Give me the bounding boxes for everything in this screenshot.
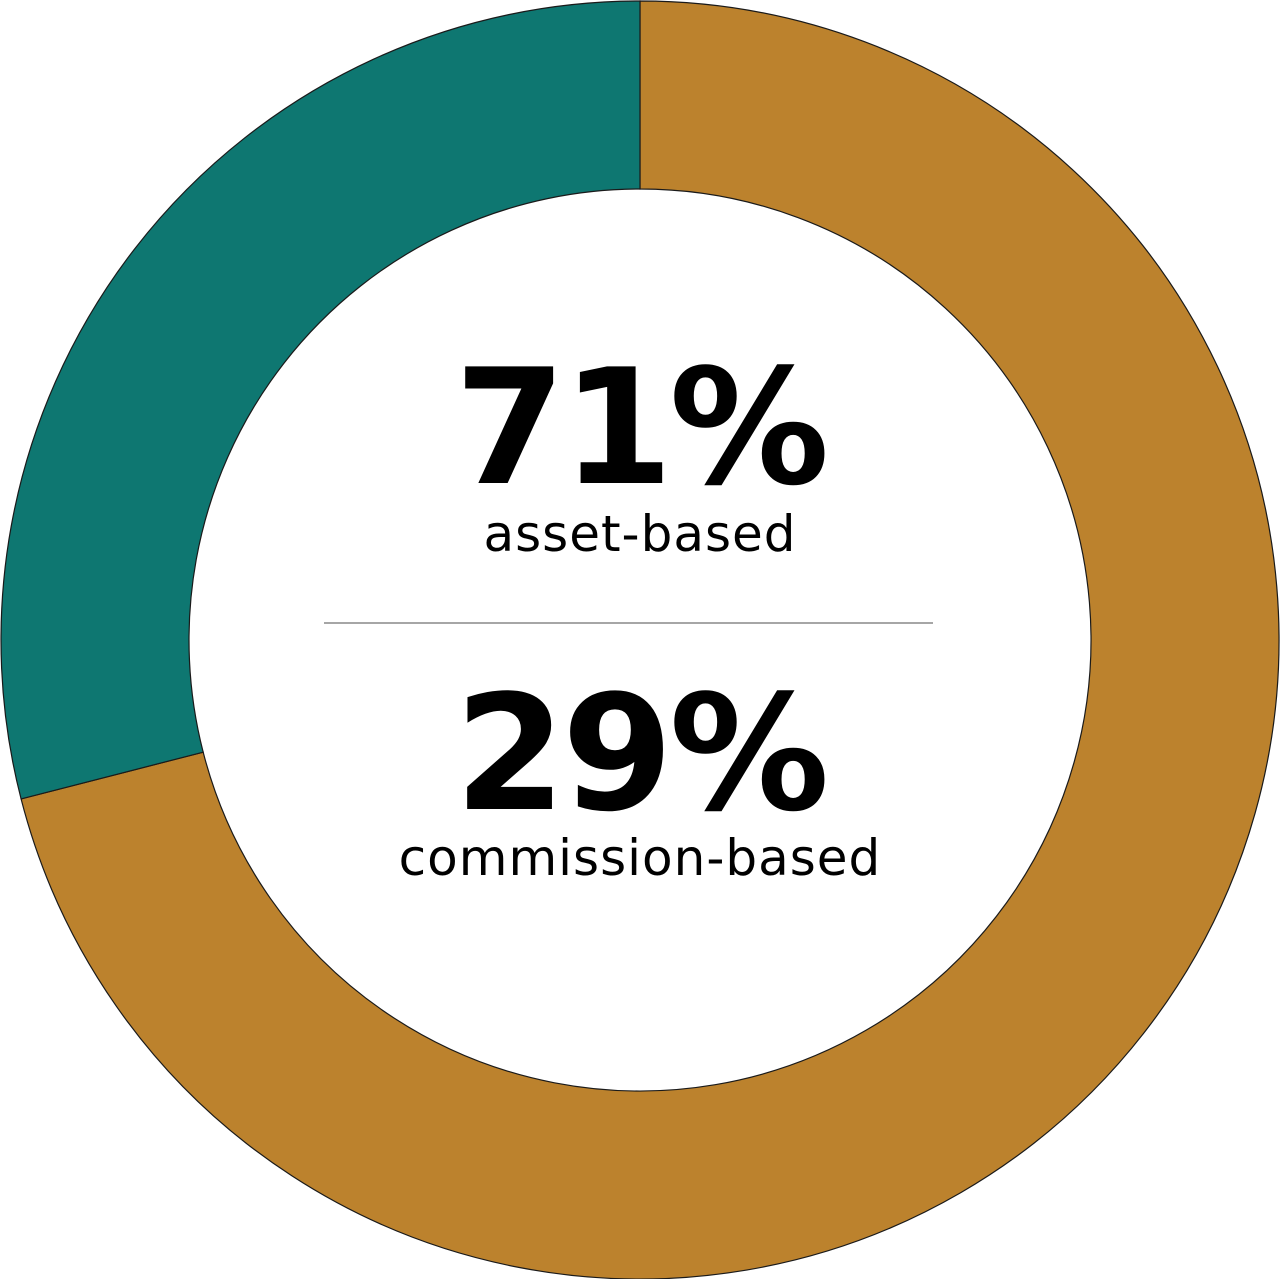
slice-commission-based (0, 0, 641, 800)
asset-based-percentage: 71% (454, 334, 830, 521)
commission-based-label: commission-based (398, 829, 882, 887)
center-divider (324, 622, 933, 624)
slice-asset-based (20, 0, 1280, 1279)
asset-based-label: asset-based (483, 505, 797, 563)
commission-based-percentage: 29% (454, 660, 830, 847)
